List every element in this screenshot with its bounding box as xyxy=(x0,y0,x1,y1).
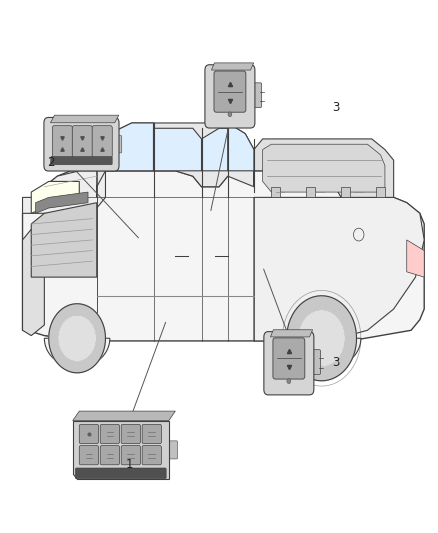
Text: 3: 3 xyxy=(332,356,340,369)
FancyBboxPatch shape xyxy=(72,126,92,158)
FancyBboxPatch shape xyxy=(214,71,246,112)
Polygon shape xyxy=(31,181,79,213)
FancyBboxPatch shape xyxy=(121,446,141,465)
Polygon shape xyxy=(341,187,350,197)
FancyBboxPatch shape xyxy=(142,424,161,443)
Circle shape xyxy=(228,112,232,117)
Polygon shape xyxy=(73,421,169,479)
Polygon shape xyxy=(306,187,315,197)
FancyBboxPatch shape xyxy=(75,468,166,479)
Text: 3: 3 xyxy=(332,101,340,114)
FancyBboxPatch shape xyxy=(249,83,261,108)
Polygon shape xyxy=(299,311,344,366)
Polygon shape xyxy=(212,63,254,70)
FancyBboxPatch shape xyxy=(100,446,120,465)
FancyBboxPatch shape xyxy=(51,157,112,165)
FancyBboxPatch shape xyxy=(44,117,119,171)
Polygon shape xyxy=(287,296,357,381)
Polygon shape xyxy=(153,128,201,171)
Polygon shape xyxy=(407,240,424,277)
Polygon shape xyxy=(201,128,228,171)
FancyBboxPatch shape xyxy=(79,446,99,465)
Polygon shape xyxy=(35,192,88,213)
Polygon shape xyxy=(97,123,254,197)
FancyBboxPatch shape xyxy=(264,332,314,395)
Polygon shape xyxy=(22,171,106,213)
FancyBboxPatch shape xyxy=(100,424,120,443)
Polygon shape xyxy=(49,304,106,373)
FancyBboxPatch shape xyxy=(273,338,305,379)
FancyBboxPatch shape xyxy=(92,126,112,158)
Circle shape xyxy=(287,379,291,384)
FancyBboxPatch shape xyxy=(53,126,72,158)
Polygon shape xyxy=(283,338,361,370)
Polygon shape xyxy=(50,115,119,123)
Text: 2: 2 xyxy=(47,156,55,169)
Polygon shape xyxy=(59,316,95,361)
Polygon shape xyxy=(73,411,175,421)
Polygon shape xyxy=(97,123,153,171)
Polygon shape xyxy=(254,197,424,341)
Polygon shape xyxy=(228,123,254,171)
FancyBboxPatch shape xyxy=(142,446,161,465)
FancyBboxPatch shape xyxy=(168,441,177,459)
Polygon shape xyxy=(44,338,110,367)
Polygon shape xyxy=(270,330,313,337)
Text: 1: 1 xyxy=(126,458,133,471)
Polygon shape xyxy=(22,229,44,336)
FancyBboxPatch shape xyxy=(79,424,99,443)
FancyBboxPatch shape xyxy=(114,135,122,153)
Polygon shape xyxy=(376,187,385,197)
Polygon shape xyxy=(254,139,394,197)
Polygon shape xyxy=(263,144,385,192)
FancyBboxPatch shape xyxy=(308,350,321,374)
Polygon shape xyxy=(272,187,280,197)
Polygon shape xyxy=(22,171,424,341)
Polygon shape xyxy=(31,203,97,277)
FancyBboxPatch shape xyxy=(121,424,141,443)
FancyBboxPatch shape xyxy=(205,64,255,128)
